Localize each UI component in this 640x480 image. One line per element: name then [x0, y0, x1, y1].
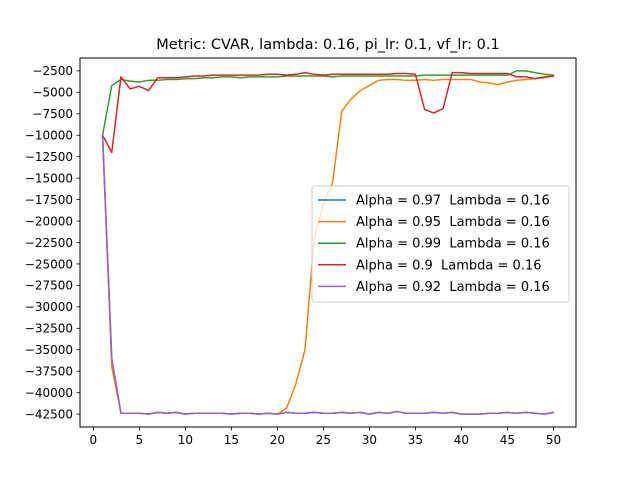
x-tick-label: 40: [454, 433, 469, 447]
y-tick-label: −10000: [25, 129, 73, 143]
x-tick-label: 10: [178, 433, 193, 447]
series-line-3: [101, 71, 555, 154]
x-tick-label: 5: [136, 433, 144, 447]
y-tick-label: −5000: [32, 86, 73, 100]
legend-label-0: Alpha = 0.97 Lambda = 0.16: [356, 194, 550, 209]
y-tick-label: −17500: [25, 193, 73, 207]
y-tick-label: −32500: [25, 322, 73, 336]
x-tick-label: 15: [224, 433, 239, 447]
x-tick-label: 0: [90, 433, 98, 447]
legend-label-3: Alpha = 0.9 Lambda = 0.16: [356, 258, 542, 273]
x-tick-label: 20: [270, 433, 285, 447]
y-tick-label: −15000: [25, 171, 73, 185]
y-tick-label: −22500: [25, 236, 73, 250]
x-tick-label: 50: [546, 433, 561, 447]
y-tick-label: −42500: [25, 407, 73, 421]
y-tick-label: −30000: [25, 300, 73, 314]
y-axis-ticks: −2500 −5000 −7500 −10000 −12500 −15000 −17500 −…: [25, 64, 80, 421]
x-tick-label: 30: [362, 433, 377, 447]
series-line-4: [101, 134, 555, 415]
y-tick-label: −25000: [25, 257, 73, 271]
y-tick-label: −12500: [25, 150, 73, 164]
x-axis-ticks: 0 5 10 15 20 25 30 35 40 45 50: [90, 427, 561, 447]
plot-frame: [79, 57, 577, 428]
series-line-2: [101, 70, 555, 137]
chart-title: Metric: CVAR, lambda: 0.16, pi_lr: 0.1, …: [156, 37, 499, 53]
legend-label-1: Alpha = 0.95 Lambda = 0.16: [356, 215, 550, 230]
y-tick-label: −37500: [25, 365, 73, 379]
y-tick-label: −27500: [25, 279, 73, 293]
y-tick-label: −35000: [25, 343, 73, 357]
legend-label-4: Alpha = 0.92 Lambda = 0.16: [356, 280, 550, 295]
y-tick-label: −2500: [32, 64, 73, 78]
legend-box: [311, 185, 570, 303]
x-tick-label: 25: [316, 433, 331, 447]
y-tick-label: −7500: [32, 107, 73, 121]
legend: Alpha = 0.97 Lambda = 0.16 Alpha = 0.95 L…: [311, 185, 570, 303]
x-tick-label: 35: [408, 433, 423, 447]
y-tick-label: −20000: [25, 214, 73, 228]
y-tick-label: −40000: [25, 386, 73, 400]
legend-label-2: Alpha = 0.99 Lambda = 0.16: [356, 237, 550, 252]
x-tick-label: 45: [500, 433, 515, 447]
